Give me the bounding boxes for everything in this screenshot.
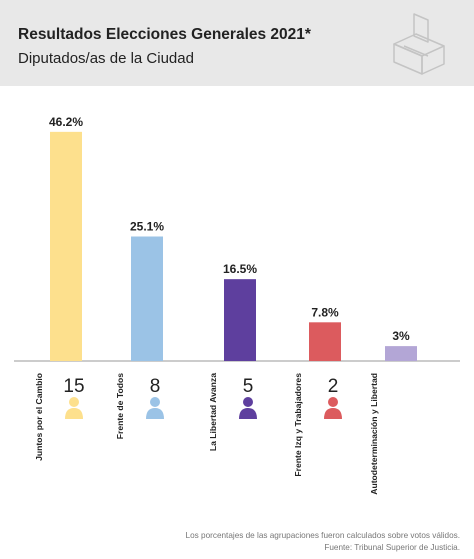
category-label: Juntos por el Cambio xyxy=(34,373,44,461)
seats-count: 5 xyxy=(243,376,254,397)
footer: Los porcentajes de las agrupaciones fuer… xyxy=(186,530,460,554)
person-icon xyxy=(328,397,338,407)
category-label: Frente Izq y Trabajadores xyxy=(293,373,303,477)
seats-count: 15 xyxy=(63,376,84,397)
person-icon xyxy=(65,408,83,419)
data-label: 46.2% xyxy=(49,115,83,129)
header: Resultados Elecciones Generales 2021* Di… xyxy=(0,0,474,86)
footer-note: Los porcentajes de las agrupaciones fuer… xyxy=(185,531,460,540)
seats-count: 2 xyxy=(328,376,339,397)
category-label: Frente de Todos xyxy=(115,373,125,439)
data-label: 25.1% xyxy=(130,220,164,234)
bar xyxy=(224,279,256,361)
bar xyxy=(385,346,417,361)
seats-count: 8 xyxy=(150,376,161,397)
footer-source: Fuente: Tribunal Superior de Justicia. xyxy=(324,543,460,552)
person-icon xyxy=(243,397,253,407)
person-icon xyxy=(146,408,164,419)
bar-chart: 46.2% Juntos por el Cambio 15 25.1% Frente d… xyxy=(14,115,460,495)
bar xyxy=(131,236,163,361)
chart-subtitle: Diputados/as de la Ciudad xyxy=(18,50,194,67)
person-icon xyxy=(324,408,342,419)
ballot-box-icon xyxy=(393,13,445,75)
chart-title: Resultados Elecciones Generales 2021* xyxy=(18,26,311,43)
data-label: 7.8% xyxy=(311,305,339,319)
person-icon xyxy=(239,408,257,419)
person-icon xyxy=(69,397,79,407)
category-label: Autodeterminación y Libertad xyxy=(369,373,379,495)
bar xyxy=(50,131,82,361)
person-icon xyxy=(150,397,160,407)
category-label: La Libertad Avanza xyxy=(208,373,218,451)
bar xyxy=(309,322,341,361)
data-label: 16.5% xyxy=(223,262,257,276)
data-label: 3% xyxy=(392,329,410,343)
